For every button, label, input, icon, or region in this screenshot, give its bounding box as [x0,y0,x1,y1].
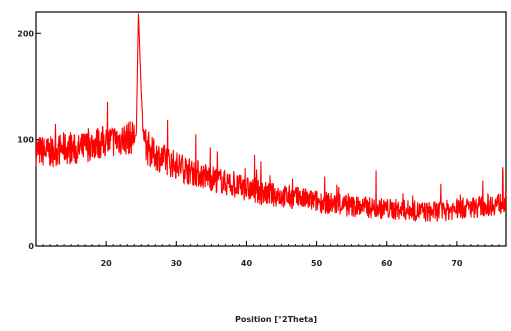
x-tick-label: 30 [171,259,183,268]
x-tick-label: 70 [451,259,463,268]
y-tick-label: 100 [17,136,34,145]
y-tick-label: 200 [17,29,34,38]
series-line [35,13,507,222]
x-tick-label: 40 [241,259,253,268]
y-axis-ticks: 0 100 200 [17,29,41,251]
x-tick-label: 50 [311,259,323,268]
x-axis-title: Position [°2Theta] [235,315,317,324]
x-tick-label: 20 [101,259,113,268]
series-group [35,13,507,222]
y-tick-label: 0 [28,242,34,251]
x-tick-label: 60 [381,259,393,268]
